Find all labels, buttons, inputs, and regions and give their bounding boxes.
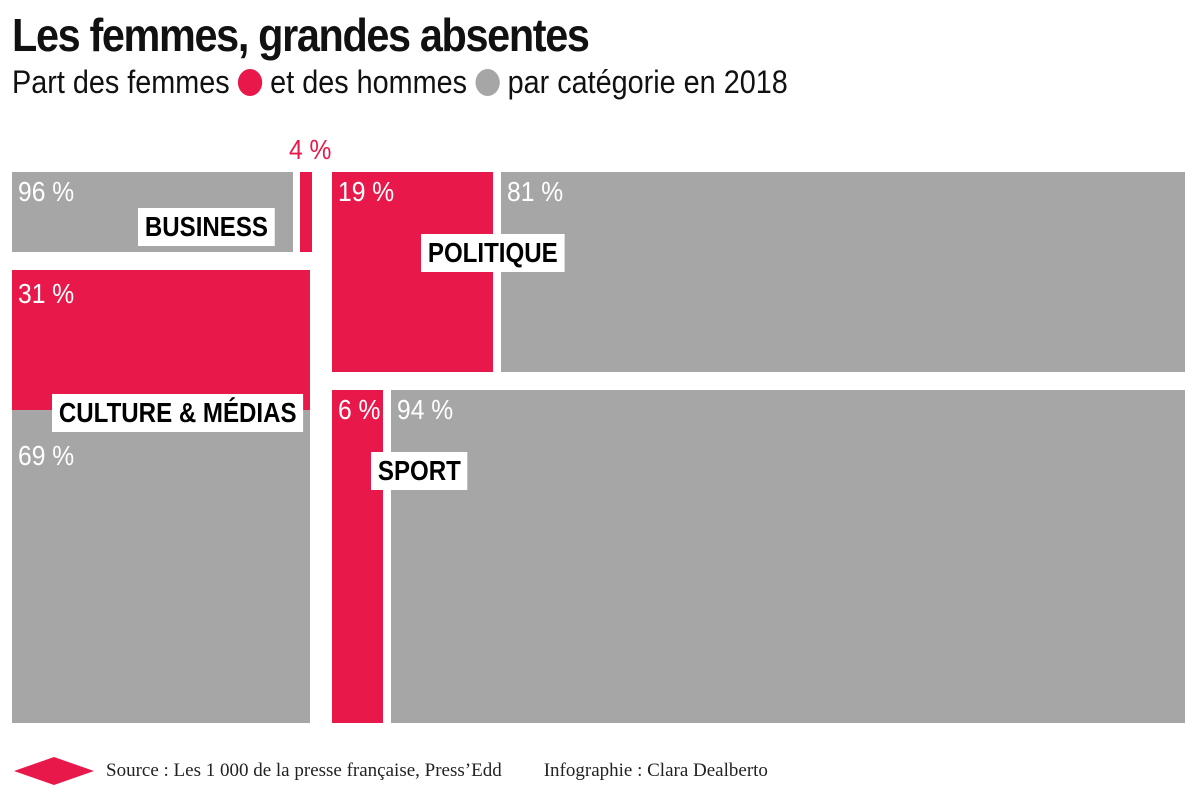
sport-men-label: 94 % — [396, 394, 453, 425]
credit-text: Infographie : Clara Dealberto — [543, 760, 768, 781]
business-category-label: BUSINESS — [138, 208, 276, 246]
sport-women-rect — [332, 390, 383, 723]
legend-women-dot — [237, 69, 263, 96]
subtitle-men-text: et des hommes — [270, 64, 468, 100]
politique-women-label: 19 % — [338, 176, 395, 207]
subtitle-women-text: Part des femmes — [12, 64, 230, 100]
subtitle-year-text: par catégorie en 2018 — [507, 64, 788, 100]
publisher-logo-icon — [14, 757, 94, 785]
legend-men-dot — [475, 69, 500, 96]
politique-men-rect — [500, 172, 1185, 372]
culture-m-dias-women-rect — [12, 270, 310, 411]
sport-women-label: 6 % — [338, 394, 381, 425]
sport-category-label: SPORT — [370, 452, 468, 490]
business-women-label: 4 % — [289, 134, 332, 165]
chart-subtitle: Part des femmes et des hommes par catégo… — [12, 64, 788, 101]
business-men-label: 96 % — [18, 176, 75, 207]
culture-m-dias-category-label: CULTURE & MÉDIAS — [52, 394, 304, 433]
culture-m-dias-women-label: 31 % — [18, 278, 75, 309]
sport-men-rect — [390, 390, 1185, 723]
footer: Source : Les 1 000 de la presse français… — [14, 755, 768, 787]
business-women-rect — [300, 172, 312, 252]
culture-m-dias-men-rect — [12, 410, 310, 723]
culture-m-dias-men-label: 69 % — [18, 440, 75, 472]
politique-women-rect — [332, 172, 493, 372]
chart-title: Les femmes, grandes absentes — [12, 9, 590, 61]
politique-category-label: POLITIQUE — [420, 234, 565, 272]
politique-men-label: 81 % — [506, 176, 563, 207]
source-text: Source : Les 1 000 de la presse français… — [106, 760, 502, 781]
